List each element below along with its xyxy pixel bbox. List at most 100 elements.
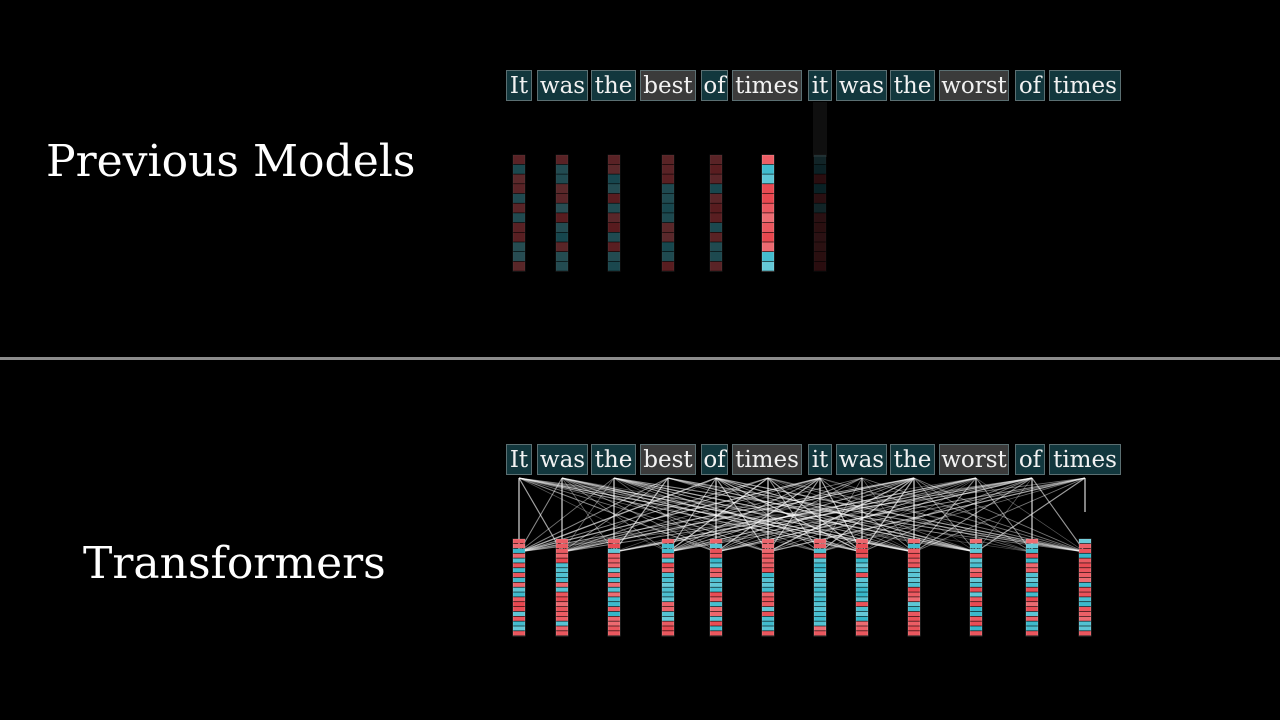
vector-cell [608, 252, 620, 262]
previous-vector-2 [555, 154, 569, 272]
attention-line [667, 477, 863, 553]
vector-cell [662, 558, 674, 563]
vector-cell [662, 577, 674, 583]
attention-line [613, 477, 977, 553]
transformer-vector-6 [761, 538, 775, 637]
attention-line [861, 477, 915, 553]
vector-cell [608, 558, 620, 563]
vector-outline [607, 154, 621, 272]
vector-cell [970, 558, 982, 563]
attention-line [767, 477, 977, 553]
vector-cell [970, 553, 982, 558]
vector-cell [556, 164, 568, 174]
attention-line [518, 477, 1033, 553]
vector-cell [856, 592, 868, 597]
vector-cell [856, 539, 868, 544]
vector-cell [762, 606, 774, 612]
attention-line [518, 477, 1086, 553]
vector-cell [710, 606, 722, 612]
vector-cell [710, 203, 722, 213]
attention-line [767, 477, 1086, 553]
vector-cell [1026, 539, 1038, 544]
vector-cell [970, 616, 982, 621]
vector-cell [970, 592, 982, 597]
vector-cell [1026, 572, 1038, 578]
vector-cell [710, 616, 722, 621]
vector-cell [710, 568, 722, 573]
vector-cell [608, 539, 620, 544]
vector-cell [908, 592, 920, 597]
vector-cell [1079, 621, 1091, 626]
vector-cell [710, 539, 722, 544]
vector-cell [1079, 563, 1091, 568]
vector-cell [662, 553, 674, 558]
vector-cell [513, 222, 525, 232]
vector-cell [762, 568, 774, 573]
attention-line [561, 477, 977, 553]
attention-line [913, 477, 977, 553]
attention-line [667, 477, 769, 553]
attention-line [975, 477, 1086, 553]
vector-cell [662, 184, 674, 194]
vector-cell [1026, 616, 1038, 621]
vector-cell [662, 232, 674, 242]
attention-line [518, 477, 1086, 553]
vector-cell [814, 252, 826, 262]
vector-cell [814, 597, 826, 602]
vector-cell [556, 252, 568, 262]
vector-outline [709, 538, 723, 637]
attention-line [518, 477, 563, 553]
vector-cell [814, 261, 826, 271]
vector-cell [556, 232, 568, 242]
vector-cell [608, 548, 620, 553]
vector-cell [1079, 587, 1091, 592]
top-token-3: the [591, 70, 636, 101]
attention-line [561, 477, 669, 553]
vector-cell [513, 539, 525, 544]
attention-line [613, 477, 863, 553]
top-token-8: was [836, 70, 887, 101]
attention-line [518, 477, 915, 553]
vector-cell [710, 543, 722, 549]
processing-trail [813, 102, 827, 157]
vector-outline [761, 154, 775, 272]
attention-line [767, 477, 977, 553]
vector-cell [970, 577, 982, 583]
vector-cell [710, 213, 722, 223]
vector-cell [1079, 539, 1091, 544]
vector-cell [1079, 543, 1091, 549]
vector-cell [662, 252, 674, 262]
vector-cell [762, 252, 774, 262]
attention-line [518, 477, 717, 553]
vector-cell [608, 222, 620, 232]
attention-line [767, 477, 1033, 553]
vector-cell [814, 553, 826, 558]
vector-cell [1026, 606, 1038, 612]
attention-line [819, 477, 1033, 553]
attention-line [613, 477, 669, 553]
vector-cell [1026, 587, 1038, 592]
transformer-vector-10 [969, 538, 983, 637]
previous-models-sentence: It was the best of times it was the worst of times [0, 70, 1280, 102]
vector-cell [556, 582, 568, 587]
vector-cell [856, 587, 868, 592]
vector-cell [608, 582, 620, 587]
attention-line [715, 477, 977, 553]
vector-cell [608, 543, 620, 549]
attention-line [667, 477, 1086, 553]
vector-cell [1026, 563, 1038, 568]
vector-cell [710, 602, 722, 607]
vector-outline [855, 538, 869, 637]
vector-cell [710, 222, 722, 232]
vector-cell [1079, 592, 1091, 597]
vector-cell [556, 261, 568, 271]
attention-line [613, 477, 717, 553]
vector-cell [762, 203, 774, 213]
vector-cell [513, 602, 525, 607]
vector-cell [856, 543, 868, 549]
vector-cell [556, 539, 568, 544]
vector-cell [856, 631, 868, 636]
vector-outline [607, 538, 621, 637]
vector-cell [1026, 582, 1038, 587]
attention-line [561, 477, 863, 553]
